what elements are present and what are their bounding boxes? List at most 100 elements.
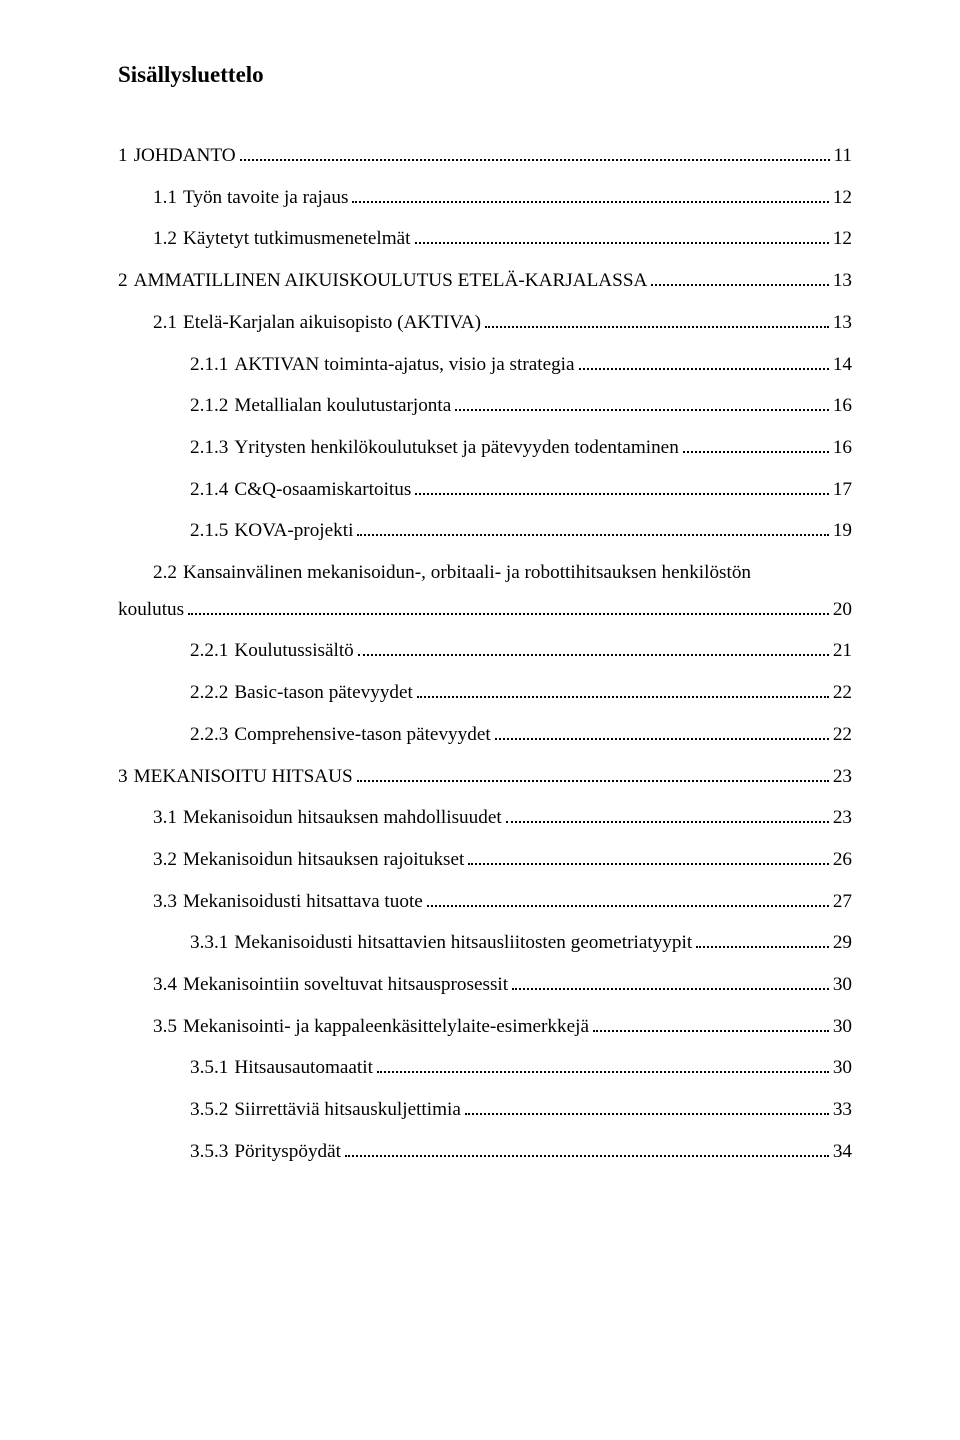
toc-leader-dots [495,728,829,740]
toc-entry-page: 34 [833,1142,852,1161]
toc-entry-label: C&Q-osaamiskartoitus [234,480,411,499]
toc-entry-label: Basic-tason pätevyydet [234,683,413,702]
toc-leader-dots [506,812,829,824]
toc-entry-page: 16 [833,396,852,415]
toc-leader-dots [683,441,829,453]
toc-entry-number: 2.1.5 [190,521,234,540]
toc-entry-number: 3.3 [153,892,183,911]
toc-entry-page: 19 [833,521,852,540]
toc-entry-label: AKTIVAN toiminta-ajatus, visio ja strate… [234,355,574,374]
toc-entry-number: 2.1.4 [190,480,234,499]
toc-entry-page: 14 [833,355,852,374]
toc-leader-dots [696,937,829,949]
toc-entry-label: MEKANISOITU HITSAUS [134,767,353,786]
toc-entry-number: 2.2.2 [190,683,234,702]
toc-leader-dots [468,853,828,865]
document-page: Sisällysluettelo 1JOHDANTO 11 1.1Työn tavo… [0,0,960,1440]
toc-entry: 3.5Mekanisointi- ja kappaleenkäsittelyla… [118,1017,852,1036]
toc-entry: 1.1Työn tavoite ja rajaus 12 [118,188,852,207]
toc-entry-page: 12 [833,188,852,207]
toc-leader-dots [188,603,829,615]
toc-entry: 3.5.2Siirrettäviä hitsauskuljettimia 33 [118,1100,852,1119]
toc-leader-dots [427,895,829,907]
toc-entry-label: Mekanisointiin soveltuvat hitsausprosess… [183,975,508,994]
toc-entry: 3.3Mekanisoidusti hitsattava tuote27 [118,892,852,911]
toc-entry-page: 27 [833,892,852,911]
toc-entry-page: 23 [833,767,852,786]
toc-entry: 3.2Mekanisoidun hitsauksen rajoitukset26 [118,850,852,869]
toc-entry-number: 2 [118,271,134,290]
toc-leader-dots [345,1145,829,1157]
toc-entry-number: 3.5.3 [190,1142,234,1161]
toc-entry-number: 2.1.2 [190,396,234,415]
toc-leader-dots [651,275,828,287]
toc-entry-page: 30 [833,1017,852,1036]
toc-entry: 2.1.1AKTIVAN toiminta-ajatus, visio ja s… [118,355,852,374]
toc-entry-number: 3.5.1 [190,1058,234,1077]
toc-entry-label: Mekanisoidusti hitsattavien hitsausliito… [234,933,692,952]
toc-entry-label: AMMATILLINEN AIKUISKOULUTUS ETELÄ-KARJAL… [134,271,648,290]
toc-entry-number: 2.1 [153,313,183,332]
toc-leader-dots [455,400,829,412]
toc-entry-page: 23 [833,808,852,827]
toc-entry: 3.1Mekanisoidun hitsauksen mahdollisuude… [118,808,852,827]
toc-entry-label: koulutus [118,600,184,619]
toc-entry-label: JOHDANTO [134,146,236,165]
toc-leader-dots [357,770,829,782]
toc-leader-dots [352,191,828,203]
toc-entry-label: Siirrettäviä hitsauskuljettimia [234,1100,460,1119]
toc-entry: 3.4Mekanisointiin soveltuvat hitsauspros… [118,975,852,994]
toc-entry: 2.2.3Comprehensive-tason pätevyydet22 [118,725,852,744]
toc-entry-number: 1 [118,146,134,165]
toc-entry: 2.1.4C&Q-osaamiskartoitus 17 [118,480,852,499]
toc-entry-label: KOVA-projekti [234,521,353,540]
toc-entry-page: 26 [833,850,852,869]
page-title: Sisällysluettelo [118,62,852,88]
toc-leader-dots [579,358,829,370]
toc-entry-page: 11 [834,146,852,165]
toc-entry: 1.2Käytetyt tutkimusmenetelmät 12 [118,229,852,248]
toc-leader-dots [358,645,829,657]
toc-entry-page: 30 [833,1058,852,1077]
toc-leader-dots [417,687,829,699]
toc-entry-continuation: koulutus20 [118,600,852,619]
toc-entry: 3.5.3Pörityspöydät34 [118,1142,852,1161]
toc-entry: 3.3.1Mekanisoidusti hitsattavien hitsaus… [118,933,852,952]
toc-leader-dots [240,149,830,161]
toc-entry-page: 13 [833,313,852,332]
toc-entry: 2.1Etelä-Karjalan aikuisopisto (AKTIVA) 1… [118,313,852,332]
toc-entry-number: 3.4 [153,975,183,994]
toc-entry-label: Metallialan koulutustarjonta [234,396,451,415]
toc-entry-page: 22 [833,725,852,744]
toc-entry-page: 30 [833,975,852,994]
toc-entry-label: Käytetyt tutkimusmenetelmät [183,229,411,248]
toc-entry-page: 16 [833,438,852,457]
toc-leader-dots [593,1020,829,1032]
toc-entry-number: 3.3.1 [190,933,234,952]
toc-entry-number: 2.1.1 [190,355,234,374]
toc-entry-page: 12 [833,229,852,248]
toc-entry-number: 3.5 [153,1017,183,1036]
toc-entry-label: Työn tavoite ja rajaus [183,188,348,207]
toc-entry-page: 17 [833,480,852,499]
toc-leader-dots [485,316,829,328]
toc-entry-page: 33 [833,1100,852,1119]
toc-entry-number: 3 [118,767,134,786]
toc-entry-label: Mekanisoidun hitsauksen rajoitukset [183,850,464,869]
toc-entry-label: Mekanisointi- ja kappaleenkäsittelylaite… [183,1017,589,1036]
toc-leader-dots [415,483,829,495]
toc-entry: 2.2.2Basic-tason pätevyydet22 [118,683,852,702]
toc-entry-number: 1.1 [153,188,183,207]
toc-entry-label: Etelä-Karjalan aikuisopisto (AKTIVA) [183,313,481,332]
toc-entry-label: Koulutussisältö [234,641,353,660]
toc-entry: 2.2Kansainvälinen mekanisoidun-, orbitaa… [118,563,852,582]
toc-entry: 3.5.1Hitsausautomaatit30 [118,1058,852,1077]
toc-entry: 2.1.3Yritysten henkilökoulutukset ja pät… [118,438,852,457]
toc-entry-page: 21 [833,641,852,660]
toc-entry-number: 3.5.2 [190,1100,234,1119]
toc-entry-number: 1.2 [153,229,183,248]
toc-entry: 2AMMATILLINEN AIKUISKOULUTUS ETELÄ-KARJA… [118,271,852,290]
toc-entry: 2.1.5KOVA-projekti 19 [118,521,852,540]
toc-entry: 2.1.2Metallialan koulutustarjonta 16 [118,396,852,415]
toc-entry-page: 29 [833,933,852,952]
